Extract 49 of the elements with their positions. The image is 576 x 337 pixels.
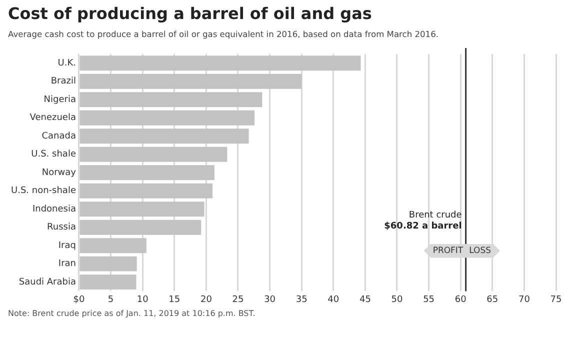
x-tick-label: 20: [200, 294, 212, 305]
y-tick-label: U.K.: [58, 58, 76, 68]
y-tick-label: Saudi Arabia: [18, 277, 76, 288]
y-tick-label: U.S. shale: [31, 150, 76, 160]
x-tick-label: $0: [73, 294, 85, 305]
y-tick-label: Russia: [47, 222, 76, 233]
x-tick-label: 55: [423, 294, 435, 305]
bar: [80, 220, 202, 235]
x-tick-label: 45: [359, 294, 371, 305]
bar: [80, 74, 302, 89]
x-tick-label: 15: [168, 294, 180, 305]
bar: [80, 165, 214, 180]
bar: [80, 183, 213, 198]
ref-line-label: Brent crude $60.82 a barrel: [384, 210, 462, 232]
bar: [80, 256, 137, 272]
y-tick-label: Nigeria: [44, 94, 76, 105]
x-tick-label: 35: [296, 294, 308, 305]
x-tick-label: 25: [232, 294, 244, 305]
y-tick-label: Iraq: [58, 240, 76, 251]
x-tick-label: 70: [518, 294, 530, 305]
text: Note: Brent crude price as of Jan. 11, 2019 at 10:16 p.m. BST.: [8, 309, 256, 318]
bar: [80, 56, 361, 71]
y-tick-label: Indonesia: [32, 204, 76, 214]
profit-loss-double-arrow-tag: PROFIT LOSS: [424, 244, 500, 258]
x-tick-label: 30: [264, 294, 276, 305]
annotation: LOSS: [468, 246, 492, 256]
annotation: PROFIT: [432, 246, 464, 256]
y-tick-label: Norway: [42, 168, 77, 178]
y-tick-label: Canada: [42, 131, 76, 142]
bar: [80, 202, 204, 217]
x-tick-label: 5: [108, 294, 114, 305]
y-tick-label: Iran: [58, 259, 76, 270]
y-tick-label: Venezuela: [30, 113, 76, 124]
x-tick-label: 40: [328, 294, 340, 305]
bar: [80, 92, 262, 108]
x-tick-label: 75: [550, 294, 562, 305]
x-tick-label: 50: [391, 294, 403, 305]
bar: [80, 146, 228, 162]
y-tick-label: U.S. non-shale: [10, 186, 76, 196]
y-tick-label: Brazil: [50, 76, 76, 87]
bar: [80, 238, 146, 254]
chart-title: Cost of producing a barrel of oil and gas: [8, 4, 372, 23]
x-tick-label: 60: [454, 294, 467, 305]
bar: [80, 128, 249, 144]
x-tick-label: 10: [136, 294, 149, 305]
chart-subtitle: Average cash cost to produce a barrel of oil or gas equivalent in 2016, based on data from March 2016.: [8, 29, 438, 39]
x-tick-label: 65: [486, 294, 498, 305]
bar: [80, 274, 136, 290]
bar: [80, 110, 255, 126]
